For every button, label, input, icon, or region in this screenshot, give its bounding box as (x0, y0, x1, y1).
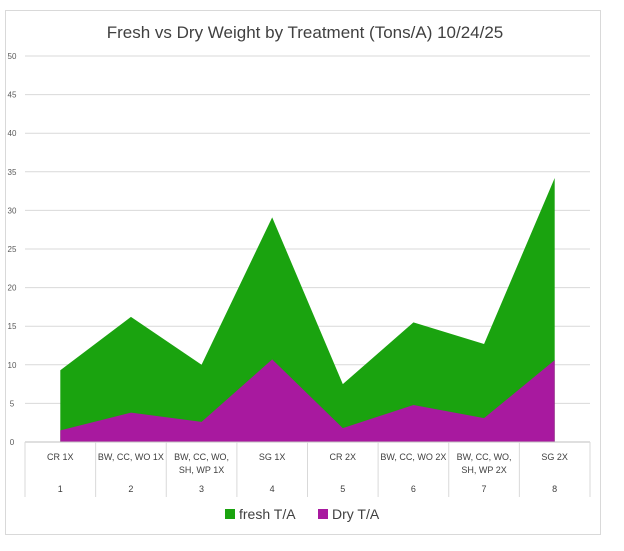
category-label: CR 2X (330, 452, 357, 462)
y-tick-label: 5 (10, 399, 15, 408)
chart-frame (5, 10, 601, 535)
y-tick-label: 45 (8, 91, 17, 100)
category-number: 8 (552, 484, 557, 494)
category-number: 7 (482, 484, 487, 494)
category-number: 6 (411, 484, 416, 494)
legend-swatch (318, 509, 328, 519)
category-number: 5 (340, 484, 345, 494)
chart-title: Fresh vs Dry Weight by Treatment (Tons/A… (107, 23, 504, 42)
y-tick-label: 50 (8, 52, 17, 61)
category-number: 2 (128, 484, 133, 494)
area-series-dry (60, 359, 555, 442)
y-tick-label: 25 (8, 245, 17, 254)
category-number: 4 (270, 484, 275, 494)
plot-areas (60, 177, 555, 442)
y-tick-label: 20 (8, 284, 17, 293)
y-tick-label: 40 (8, 129, 17, 138)
category-label: BW, CC, WO, SH, WP 2X (457, 452, 512, 475)
category-number: 3 (199, 484, 204, 494)
y-axis: 0 5 10 15 20 25 30 35 40 45 50 (8, 52, 17, 447)
x-axis: CR 1X 1 BW, CC, WO 1X 2 BW, CC, WO, SH, WP 1X… (24, 441, 591, 497)
category-label: BW, CC, WO, SH, WP 1X (174, 452, 229, 475)
y-tick-label: 15 (8, 322, 17, 331)
legend-swatch (225, 509, 235, 519)
category-number: 1 (58, 484, 63, 494)
category-label: BW, CC, WO 2X (380, 452, 446, 462)
y-tick-label: 10 (8, 361, 17, 370)
category-label: SG 2X (541, 452, 568, 462)
legend: fresh T/A Dry T/A (225, 506, 380, 522)
category-label: BW, CC, WO 1X (98, 452, 164, 462)
area-series-fresh (60, 177, 555, 442)
y-tick-label: 30 (8, 206, 17, 215)
y-tick-label: 0 (10, 438, 15, 447)
legend-label: Dry T/A (332, 506, 380, 522)
y-tick-label: 35 (8, 168, 17, 177)
category-label: CR 1X (47, 452, 74, 462)
category-label: SG 1X (259, 452, 286, 462)
legend-label: fresh T/A (239, 506, 296, 522)
